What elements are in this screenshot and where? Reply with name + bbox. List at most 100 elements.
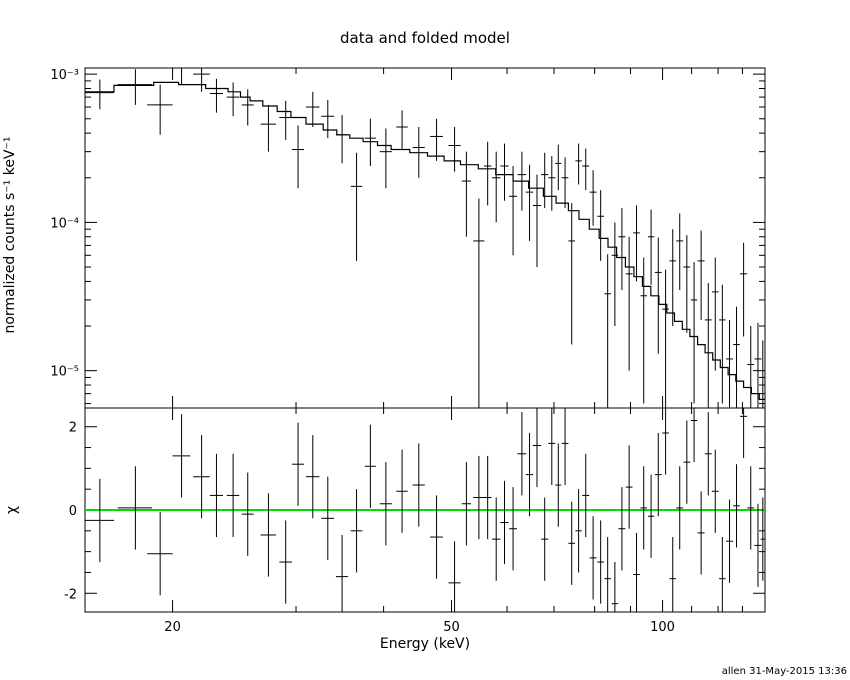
- residual-point: [697, 491, 705, 575]
- x-tick-label: 50: [443, 620, 460, 635]
- residual-point: [683, 420, 691, 504]
- residual-x-ticks: 20 50 100: [164, 408, 766, 635]
- data-point: [473, 198, 485, 408]
- data-point: [676, 213, 684, 290]
- data-point: [306, 91, 320, 128]
- data-point: [541, 152, 549, 209]
- data-point: [704, 283, 712, 408]
- residual-point: [491, 497, 501, 581]
- residual-points: [85, 408, 765, 612]
- data-point: [561, 157, 569, 209]
- data-point: [683, 235, 691, 333]
- data-point: [625, 236, 633, 371]
- data-point: [85, 79, 115, 110]
- residual-point: [690, 408, 698, 463]
- data-point: [260, 104, 277, 152]
- residual-point: [147, 512, 173, 596]
- residual-point: [379, 462, 392, 546]
- data-point: [226, 82, 240, 117]
- residual-point: [676, 466, 684, 550]
- residual-point: [555, 443, 562, 527]
- residual-point: [719, 537, 726, 612]
- residual-point: [548, 408, 556, 486]
- data-point: [525, 164, 534, 241]
- y-tick-label: 2: [69, 421, 77, 436]
- residual-point: [306, 435, 320, 519]
- residual-point: [754, 503, 762, 588]
- data-point: [697, 230, 705, 320]
- data-point: [350, 152, 363, 261]
- data-point: [483, 141, 492, 206]
- residual-point: [260, 493, 277, 577]
- residual-point: [541, 497, 549, 581]
- residual-point: [350, 489, 363, 573]
- residual-point: [335, 534, 349, 612]
- data-point: [647, 209, 655, 285]
- data-point: [589, 170, 597, 226]
- residual-point: [760, 497, 765, 581]
- data-point: [500, 143, 509, 201]
- residual-point: [396, 449, 408, 533]
- data-point: [662, 269, 669, 408]
- residual-point: [209, 453, 223, 538]
- data-point: [532, 174, 542, 268]
- model-step-line: [85, 81, 765, 400]
- residual-point: [532, 408, 542, 488]
- residual-point: [461, 462, 471, 546]
- residual-point: [589, 516, 597, 600]
- data-point: [241, 89, 254, 126]
- data-point: [412, 127, 425, 178]
- residual-point: [669, 537, 676, 612]
- y-tick-label: -2: [64, 587, 77, 602]
- data-point: [711, 257, 719, 371]
- spectrum-panel-frame: [84, 67, 766, 409]
- residual-point: [430, 495, 443, 579]
- residual-panel: -2 0 2 20 50 100: [64, 407, 766, 635]
- residual-point: [654, 432, 662, 517]
- residual-point: [193, 435, 210, 519]
- spectrum-y-ticks: 10⁻⁵ 10⁻⁴ 10⁻³: [50, 68, 765, 405]
- spectrum-y-axis-label: normalized counts s⁻¹ keV⁻¹: [2, 136, 18, 333]
- residual-point: [509, 487, 518, 571]
- data-point: [291, 125, 305, 189]
- residual-point: [412, 443, 425, 527]
- residual-point: [279, 520, 292, 604]
- data-point: [733, 306, 740, 408]
- residual-point: [575, 489, 582, 573]
- data-point: [396, 110, 408, 150]
- residual-point: [640, 466, 647, 550]
- residual-point: [733, 464, 740, 548]
- data-point: [548, 156, 556, 211]
- residual-point: [704, 412, 712, 496]
- data-point: [172, 67, 191, 85]
- residual-point: [726, 499, 733, 583]
- x-axis-label: Energy (keV): [380, 636, 470, 652]
- data-point: [568, 203, 575, 345]
- residual-point: [747, 466, 755, 550]
- residual-point: [291, 422, 305, 506]
- chart-title: data and folded model: [340, 29, 510, 47]
- data-point: [633, 205, 640, 282]
- data-point: [640, 257, 647, 404]
- residual-point: [473, 455, 485, 540]
- data-point: [321, 99, 335, 139]
- residual-point: [172, 414, 191, 498]
- residual-point: [321, 476, 335, 560]
- data-points: [85, 67, 765, 408]
- residual-point: [611, 562, 619, 612]
- data-point: [448, 127, 461, 172]
- x-tick-label: 20: [164, 620, 181, 635]
- data-point: [117, 69, 153, 105]
- residual-point: [500, 480, 509, 565]
- data-point: [509, 166, 518, 256]
- residual-point: [448, 541, 461, 612]
- residual-point: [525, 432, 534, 517]
- spectrum-panel: 10⁻⁵ 10⁻⁴ 10⁻³: [50, 67, 766, 409]
- residual-point: [597, 520, 604, 604]
- data-point: [335, 115, 349, 164]
- residual-point: [604, 537, 611, 612]
- residual-point: [226, 453, 240, 538]
- residual-point: [647, 474, 655, 558]
- data-point: [604, 254, 611, 408]
